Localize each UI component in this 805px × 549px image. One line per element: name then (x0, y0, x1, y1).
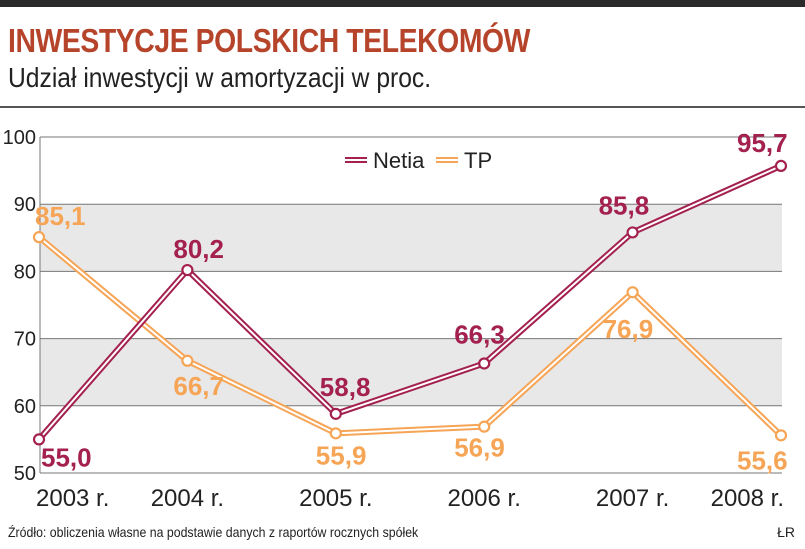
data-label: 55,0 (41, 442, 92, 472)
series-group: 85,1 66,7 55,9 56,9 76,9 55,6 55,0 80,2 58,8 66,3… (32, 128, 788, 475)
data-point (626, 286, 639, 299)
y-tick-label: 70 (14, 329, 36, 351)
data-label: 80,2 (173, 234, 224, 264)
series-line-inner (38, 236, 782, 437)
grid-band (40, 338, 782, 406)
x-tick-label: 2006 r. (447, 485, 520, 512)
y-tick-label: 90 (14, 194, 36, 216)
data-point (181, 263, 194, 277)
data-label: 55,9 (316, 440, 367, 470)
data-point (329, 407, 342, 420)
x-tick-label: 2005 r. (299, 485, 372, 512)
chart-title: INWESTYCJE POLSKICH TELEKOMÓW (8, 22, 531, 59)
grid-band (40, 204, 782, 272)
y-axis-ticks: 50 60 70 80 90 100 (3, 127, 36, 485)
data-point (774, 429, 788, 442)
data-point (478, 357, 491, 370)
x-tick-label: 2004 r. (151, 485, 224, 512)
data-label: 66,7 (173, 371, 224, 401)
grid-band (40, 271, 782, 339)
legend-label: Netia (373, 148, 425, 173)
data-label: 95,7 (737, 128, 788, 158)
data-point (32, 433, 46, 446)
data-point (478, 420, 491, 433)
data-label: 56,9 (454, 433, 505, 463)
series-netia: 55,0 80,2 58,8 66,3 85,8 95,7 (32, 128, 788, 472)
data-label: 58,8 (320, 372, 371, 402)
grid-band (40, 137, 782, 205)
y-tick-label: 60 (14, 396, 36, 418)
data-point (329, 427, 342, 440)
data-label: 66,3 (454, 319, 505, 349)
x-axis-ticks: 2003 r. 2004 r. 2005 r. 2006 r. 2007 r. 2008 … (36, 485, 784, 512)
x-tick-label: 2008 r. (711, 485, 784, 512)
x-tick-label: 2007 r. (596, 485, 669, 512)
x-tick-label: 2003 r. (36, 485, 109, 512)
data-label: 76,9 (603, 314, 654, 344)
legend: Netia TP (345, 148, 492, 173)
legend-label: TP (464, 148, 492, 173)
source-note: Źródło: obliczenia własne na podstawie d… (8, 524, 419, 540)
series-line-inner (38, 164, 782, 441)
y-tick-label: 80 (14, 261, 36, 283)
data-label: 85,8 (599, 190, 650, 220)
y-tick-label: 100 (3, 127, 36, 149)
grid-band (40, 405, 782, 473)
header-divider (0, 106, 805, 108)
author-credit: ŁR (777, 524, 795, 540)
data-label: 85,1 (35, 201, 86, 231)
series-tp: 85,1 66,7 55,9 56,9 76,9 55,6 (32, 201, 788, 475)
data-point (626, 226, 639, 239)
data-point (32, 231, 46, 244)
chart-subtitle: Udział inwestycji w amortyzacji w proc. (8, 62, 432, 93)
data-point (774, 159, 788, 172)
y-tick-label: 50 (14, 463, 36, 485)
grid-bands (39, 136, 782, 474)
data-label: 55,6 (737, 445, 788, 475)
data-point (181, 354, 194, 367)
top-bar (0, 0, 805, 7)
